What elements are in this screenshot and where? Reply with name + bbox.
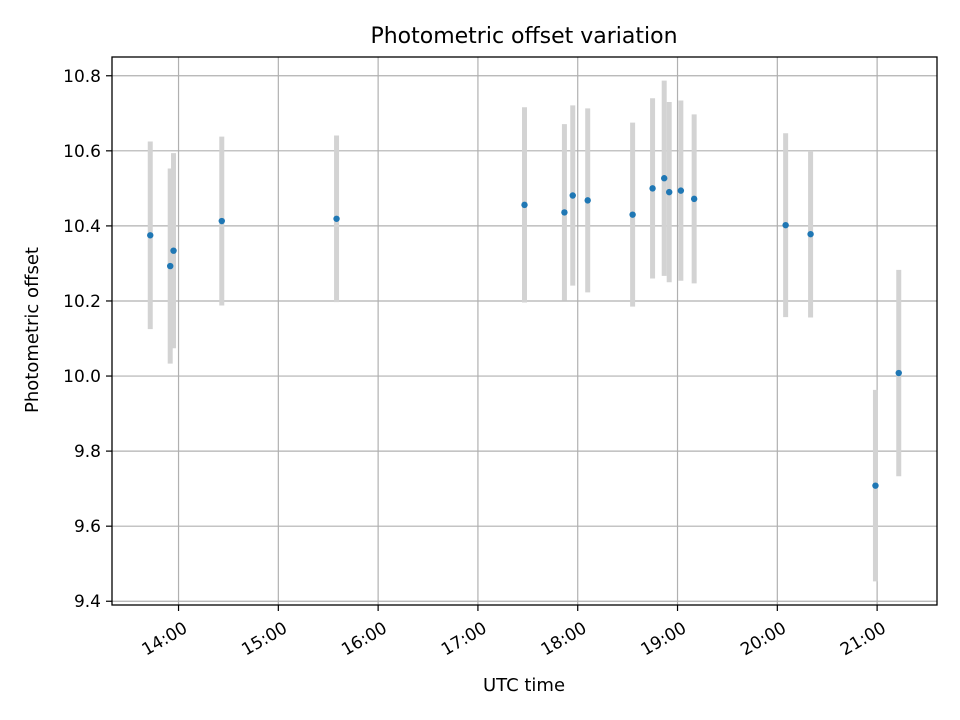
data-point [807, 230, 814, 238]
data-point [147, 232, 154, 239]
data-point [690, 195, 698, 203]
x-axis-label: UTC time [483, 675, 565, 696]
data-point [782, 221, 789, 229]
y-tick-label: 10.8 [63, 67, 101, 87]
y-tick-label: 10.2 [63, 292, 101, 312]
y-tick-label: 9.8 [74, 442, 101, 462]
y-tick-label: 10.0 [63, 367, 101, 387]
data-point [584, 197, 591, 204]
data-point [649, 185, 656, 192]
data-point [170, 247, 177, 254]
data-point [521, 201, 528, 209]
data-point [333, 215, 340, 222]
y-axis-ticks: 9.4 9.6 9.8 10.0 10.2 10.4 10.6 10.8 [63, 67, 112, 612]
y-tick-label: 10.4 [63, 217, 101, 237]
data-point [661, 175, 668, 182]
data-point [218, 217, 225, 225]
data-point [872, 482, 879, 489]
data-point [629, 211, 636, 218]
data-point [666, 188, 673, 196]
y-tick-label: 10.6 [63, 142, 101, 162]
data-point [895, 369, 902, 377]
y-tick-label: 9.6 [74, 517, 101, 537]
y-axis-label: Photometric offset [22, 247, 43, 413]
data-point [677, 187, 685, 194]
data-point [569, 192, 576, 199]
data-point [167, 262, 174, 270]
data-point [561, 209, 568, 216]
plot-frame [111, 56, 938, 606]
chart-title: Photometric offset variation [370, 24, 677, 49]
y-tick-label: 9.4 [74, 592, 101, 612]
data-points [147, 175, 902, 489]
